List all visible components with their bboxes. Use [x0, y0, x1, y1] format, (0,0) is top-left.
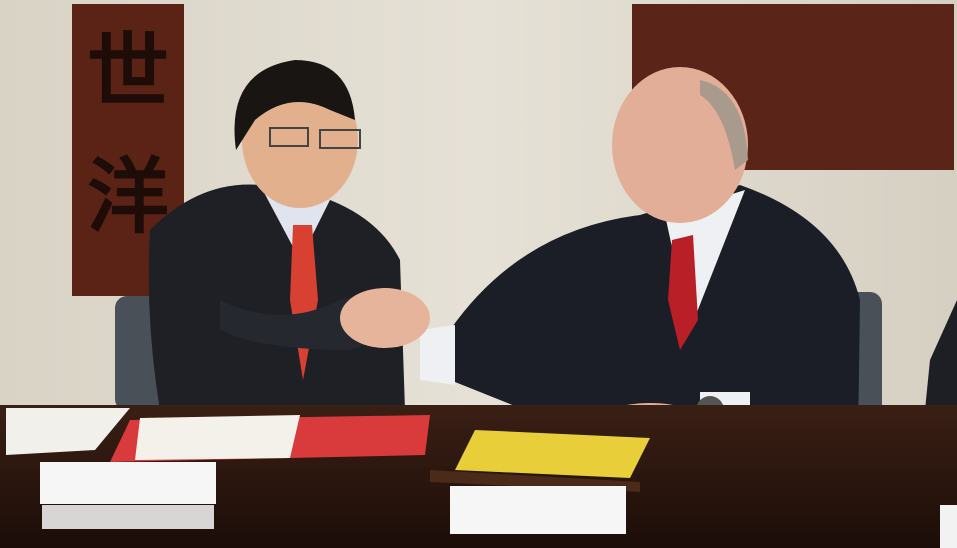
cuff [420, 325, 455, 385]
hair [234, 60, 355, 150]
glasses [269, 127, 361, 149]
yellow-folder [455, 430, 650, 478]
tie [668, 235, 698, 350]
scroll-character: 世 [87, 24, 169, 120]
suit [148, 184, 405, 410]
document [135, 415, 300, 460]
suit [450, 185, 860, 440]
face [612, 67, 748, 223]
name-card [940, 505, 957, 548]
papers [6, 408, 130, 455]
name-card-reflection [42, 505, 214, 529]
name-card [40, 462, 216, 504]
hands [340, 288, 430, 348]
hair [700, 80, 748, 170]
name-card [450, 486, 626, 534]
